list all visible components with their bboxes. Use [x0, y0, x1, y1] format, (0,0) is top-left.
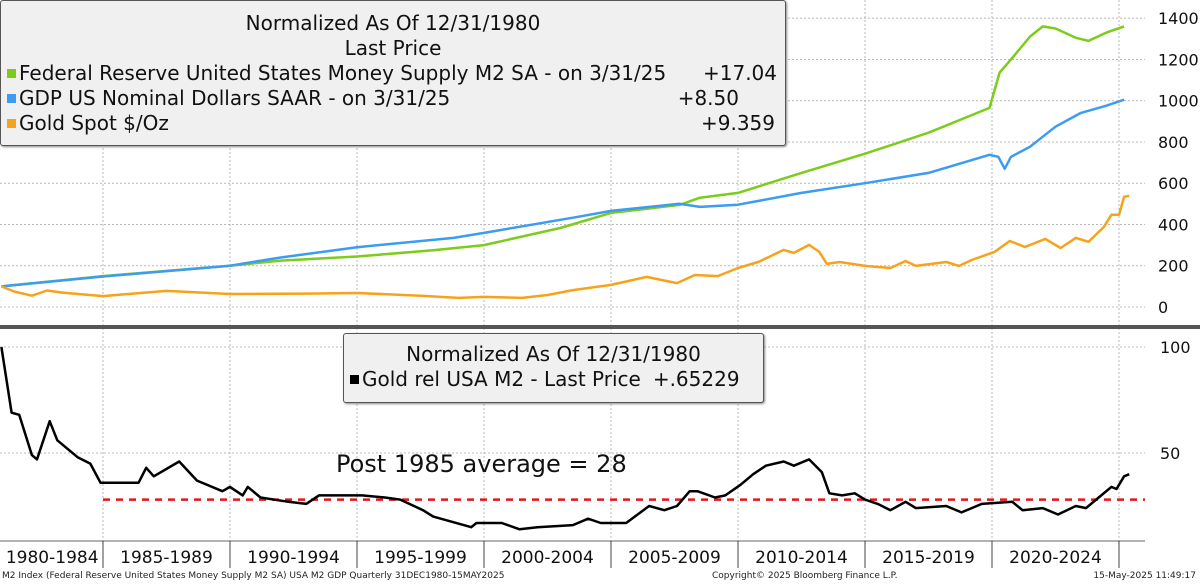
legend-label: Federal Reserve United States Money Supp… — [19, 61, 667, 85]
x-tick-label: 1985-1989 — [120, 548, 213, 568]
x-tick-label: 2020-2024 — [1009, 548, 1102, 568]
legend-item-m2[interactable]: Federal Reserve United States Money Supp… — [1, 61, 785, 86]
gdp-swatch-icon — [7, 94, 16, 103]
x-tick-label: 2010-2014 — [755, 548, 848, 568]
x-tick-label: 1980-1984 — [6, 548, 99, 568]
footer-copyright: Copyright© 2025 Bloomberg Finance L.P. — [712, 571, 898, 581]
y-tick-label: 800 — [1158, 133, 1189, 152]
legend-item-gdp[interactable]: GDP US Nominal Dollars SAAR - on 3/31/25… — [1, 86, 785, 111]
gold-swatch-icon — [7, 119, 16, 128]
legend-title: Normalized As Of 12/31/1980 — [245, 11, 541, 35]
y-axis-ticks: 0 200 400 600 800 1000 1200 1400 50 100 — [1158, 9, 1199, 463]
legend-value: +8.50 — [677, 86, 739, 110]
y-tick-label: 200 — [1158, 257, 1189, 276]
x-tick-label: 2005-2009 — [628, 548, 721, 568]
bottom-legend[interactable]: Normalized As Of 12/31/1980 Gold rel USA… — [343, 333, 764, 403]
gdp-line[interactable] — [1, 98, 1125, 288]
x-tick-label: 2015-2019 — [882, 548, 975, 568]
gold-line[interactable] — [0, 194, 1130, 300]
legend-subtitle: Last Price — [344, 36, 442, 60]
legend-item-gold[interactable]: Gold Spot $/Oz +9.359 — [1, 111, 785, 136]
footer-timestamp: 15-May-2025 11:49:17 — [1093, 571, 1196, 581]
y-tick-label: 1000 — [1158, 92, 1199, 111]
series-lines — [0, 25, 1130, 531]
y-tick-label: 1400 — [1158, 9, 1199, 28]
footer-source: M2 Index (Federal Reserve United States … — [2, 571, 505, 581]
y-tick-label: 1200 — [1158, 50, 1199, 69]
legend-value: +17.04 — [702, 61, 777, 85]
legend-label: Gold rel USA M2 - Last Price — [362, 367, 641, 391]
x-tick-label: 1995-1999 — [374, 548, 467, 568]
y-tick-label: 50 — [1160, 444, 1180, 463]
x-tick-label: 1990-1994 — [247, 548, 340, 568]
y-tick-label: 400 — [1158, 215, 1189, 234]
m2-swatch-icon — [7, 69, 16, 78]
top-legend[interactable]: Normalized As Of 12/31/1980 Last Price F… — [0, 0, 786, 146]
x-axis: 1980-1984 1985-1989 1990-1994 1995-1999 2000… — [0, 540, 1145, 568]
panel-separator[interactable] — [0, 325, 1200, 329]
average-annotation: Post 1985 average = 28 — [336, 450, 627, 478]
y-tick-label: 100 — [1160, 338, 1191, 357]
x-tick-label: 2000-2004 — [501, 548, 594, 568]
y-tick-label: 600 — [1158, 174, 1189, 193]
legend-value: +9.359 — [700, 111, 775, 135]
y-tick-label: 0 — [1158, 298, 1168, 317]
legend-item-ratio[interactable]: Gold rel USA M2 - Last Price +.65229 — [344, 367, 763, 392]
gold-rel-m2-line[interactable] — [0, 346, 1130, 531]
legend-label: GDP US Nominal Dollars SAAR - on 3/31/25 — [19, 86, 451, 110]
legend-label: Gold Spot $/Oz — [19, 111, 169, 135]
legend-title: Normalized As Of 12/31/1980 — [406, 342, 701, 366]
ratio-swatch-icon — [350, 375, 359, 384]
legend-value: +.65229 — [652, 367, 740, 391]
m2-line[interactable] — [1, 25, 1125, 288]
